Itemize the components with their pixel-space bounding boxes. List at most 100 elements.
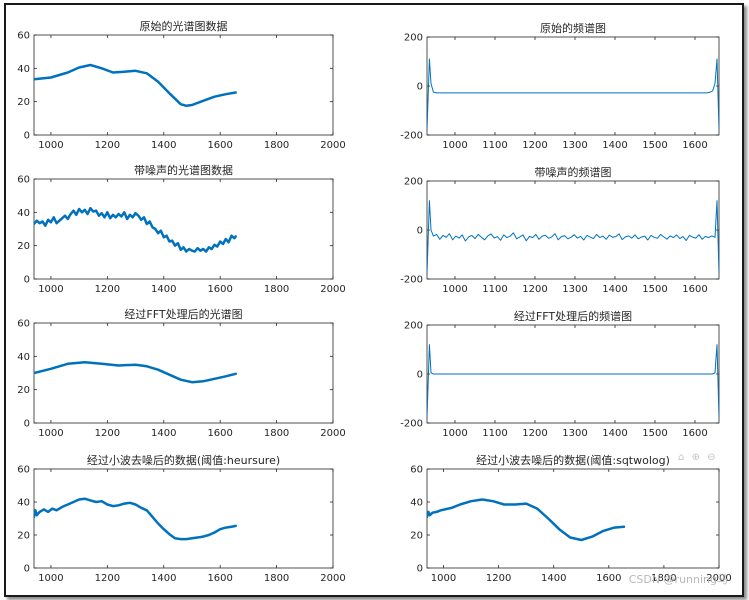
x-tick-label: 1200 (486, 573, 511, 584)
x-tick-label: 1800 (264, 428, 289, 439)
x-tick-label: 1800 (264, 284, 289, 295)
y-tick-label: 60 (17, 465, 30, 476)
subplot-title: 原始的频谱图 (540, 21, 606, 35)
series-line (34, 206, 237, 253)
x-tick-label: 2000 (706, 573, 731, 584)
x-tick-label: 1600 (682, 428, 707, 439)
x-tick-label: 1100 (482, 284, 507, 295)
axes-box (426, 36, 720, 136)
figure-window: 原始的光谱图数据 1000 1200 1400 1600 1800 2000 0 20 40 60 原… (4, 3, 744, 597)
x-tick-label: 1000 (38, 284, 63, 295)
y-tick-label: 20 (17, 385, 30, 396)
y-tick-label: 0 (417, 370, 423, 381)
subplot-3: 带噪声的光谱图数据 1000 1200 1400 1600 1800 2000 0 20 40 60 (17, 163, 345, 295)
y-tick-label: 40 (17, 208, 30, 219)
x-tick-label: 1100 (482, 140, 507, 151)
subplot-title: 经过小波去噪后的数据(阈值:heursure) (87, 453, 280, 467)
series-line (427, 58, 719, 131)
subplot-4: 带噪声的频谱图 1000 1100 1200 1300 1400 1500 1600 -200 0… (400, 165, 720, 295)
x-tick-label: 1600 (207, 573, 232, 584)
y-tick-label: 20 (17, 97, 30, 108)
axes-box (33, 34, 334, 136)
x-tick-label: 1400 (602, 284, 627, 295)
y-tick-label: 60 (410, 465, 423, 476)
y-tick-label: 60 (17, 319, 30, 330)
x-tick-label: 1800 (651, 573, 676, 584)
x-tick-label: 1400 (602, 428, 627, 439)
x-tick-label: 1600 (596, 573, 621, 584)
y-tick-label: 40 (17, 498, 30, 509)
axes-toolbar[interactable]: ⌂ ⊕ ⊖ (678, 452, 718, 463)
subplot-title: 经过FFT处理后的光谱图 (124, 307, 242, 321)
x-tick-label: 1000 (38, 140, 63, 151)
axes-box (426, 180, 720, 280)
x-tick-label: 2000 (320, 573, 345, 584)
x-tick-label: 1200 (522, 428, 547, 439)
x-tick-label: 1600 (207, 428, 232, 439)
y-tick-label: 0 (417, 564, 423, 575)
series-line (34, 63, 237, 108)
y-tick-label: 40 (410, 498, 423, 509)
y-tick-label: 0 (417, 226, 423, 237)
axes-box (33, 322, 334, 424)
y-tick-label: 60 (17, 31, 30, 42)
x-tick-label: 1400 (151, 573, 176, 584)
axes-box (426, 468, 720, 569)
series-line (427, 344, 719, 419)
subplot-title: 带噪声的光谱图数据 (134, 163, 233, 177)
x-tick-label: 1500 (642, 284, 667, 295)
y-tick-label: 200 (404, 33, 423, 44)
x-tick-label: 1600 (682, 140, 707, 151)
x-tick-label: 1400 (541, 573, 566, 584)
y-tick-label: 40 (17, 64, 30, 75)
x-tick-label: 1500 (642, 140, 667, 151)
series-line (427, 498, 626, 542)
x-tick-label: 2000 (320, 140, 345, 151)
subplot-title: 带噪声的频谱图 (535, 165, 612, 179)
x-tick-label: 1600 (207, 284, 232, 295)
subplot-title: 经过小波去噪后的数据(阈值:sqtwolog) (476, 453, 670, 467)
y-tick-label: 200 (404, 321, 423, 332)
y-tick-label: -200 (400, 419, 423, 430)
x-tick-label: 1400 (151, 428, 176, 439)
x-tick-label: 1200 (95, 140, 120, 151)
x-tick-label: 1800 (264, 140, 289, 151)
y-tick-label: 20 (17, 531, 30, 542)
series-line (34, 360, 237, 384)
axes-box (33, 178, 334, 280)
x-tick-label: 1000 (442, 284, 467, 295)
x-tick-label: 1000 (38, 428, 63, 439)
x-tick-label: 1400 (602, 140, 627, 151)
y-tick-label: 200 (404, 177, 423, 188)
x-tick-label: 1000 (442, 140, 467, 151)
x-tick-label: 1200 (522, 284, 547, 295)
subplot-6: 经过FFT处理后的频谱图 1000 1100 1200 1300 1400 1500 1600… (400, 309, 720, 439)
x-tick-label: 1000 (38, 573, 63, 584)
x-tick-label: 1000 (442, 428, 467, 439)
y-tick-label: -200 (400, 131, 423, 142)
x-tick-label: 1600 (207, 140, 232, 151)
series-line (427, 200, 719, 275)
subplot-title: 经过FFT处理后的频谱图 (514, 309, 632, 323)
x-tick-label: 1200 (95, 573, 120, 584)
y-tick-label: -200 (400, 275, 423, 286)
y-tick-label: 20 (17, 241, 30, 252)
y-tick-label: 0 (24, 419, 30, 430)
axes-box (33, 468, 334, 569)
y-tick-label: 40 (17, 352, 30, 363)
subplot-2: 原始的频谱图 1000 1100 1200 1300 1400 1500 1600 -200 0 2… (400, 21, 720, 151)
x-tick-label: 1200 (522, 140, 547, 151)
x-tick-label: 2000 (320, 428, 345, 439)
x-tick-label: 1000 (431, 573, 456, 584)
subplot-1: 原始的光谱图数据 1000 1200 1400 1600 1800 2000 0 20 40 60 (17, 19, 345, 151)
x-tick-label: 1800 (264, 573, 289, 584)
x-tick-label: 1200 (95, 428, 120, 439)
y-tick-label: 20 (410, 531, 423, 542)
x-tick-label: 1400 (151, 284, 176, 295)
x-tick-label: 1400 (151, 140, 176, 151)
x-tick-label: 2000 (320, 284, 345, 295)
series-line (34, 497, 237, 541)
watermark: CSDN @running马 (628, 573, 728, 586)
subplot-5: 经过FFT处理后的光谱图 1000 1200 1400 1600 1800 2000 0 20 4… (17, 307, 345, 439)
